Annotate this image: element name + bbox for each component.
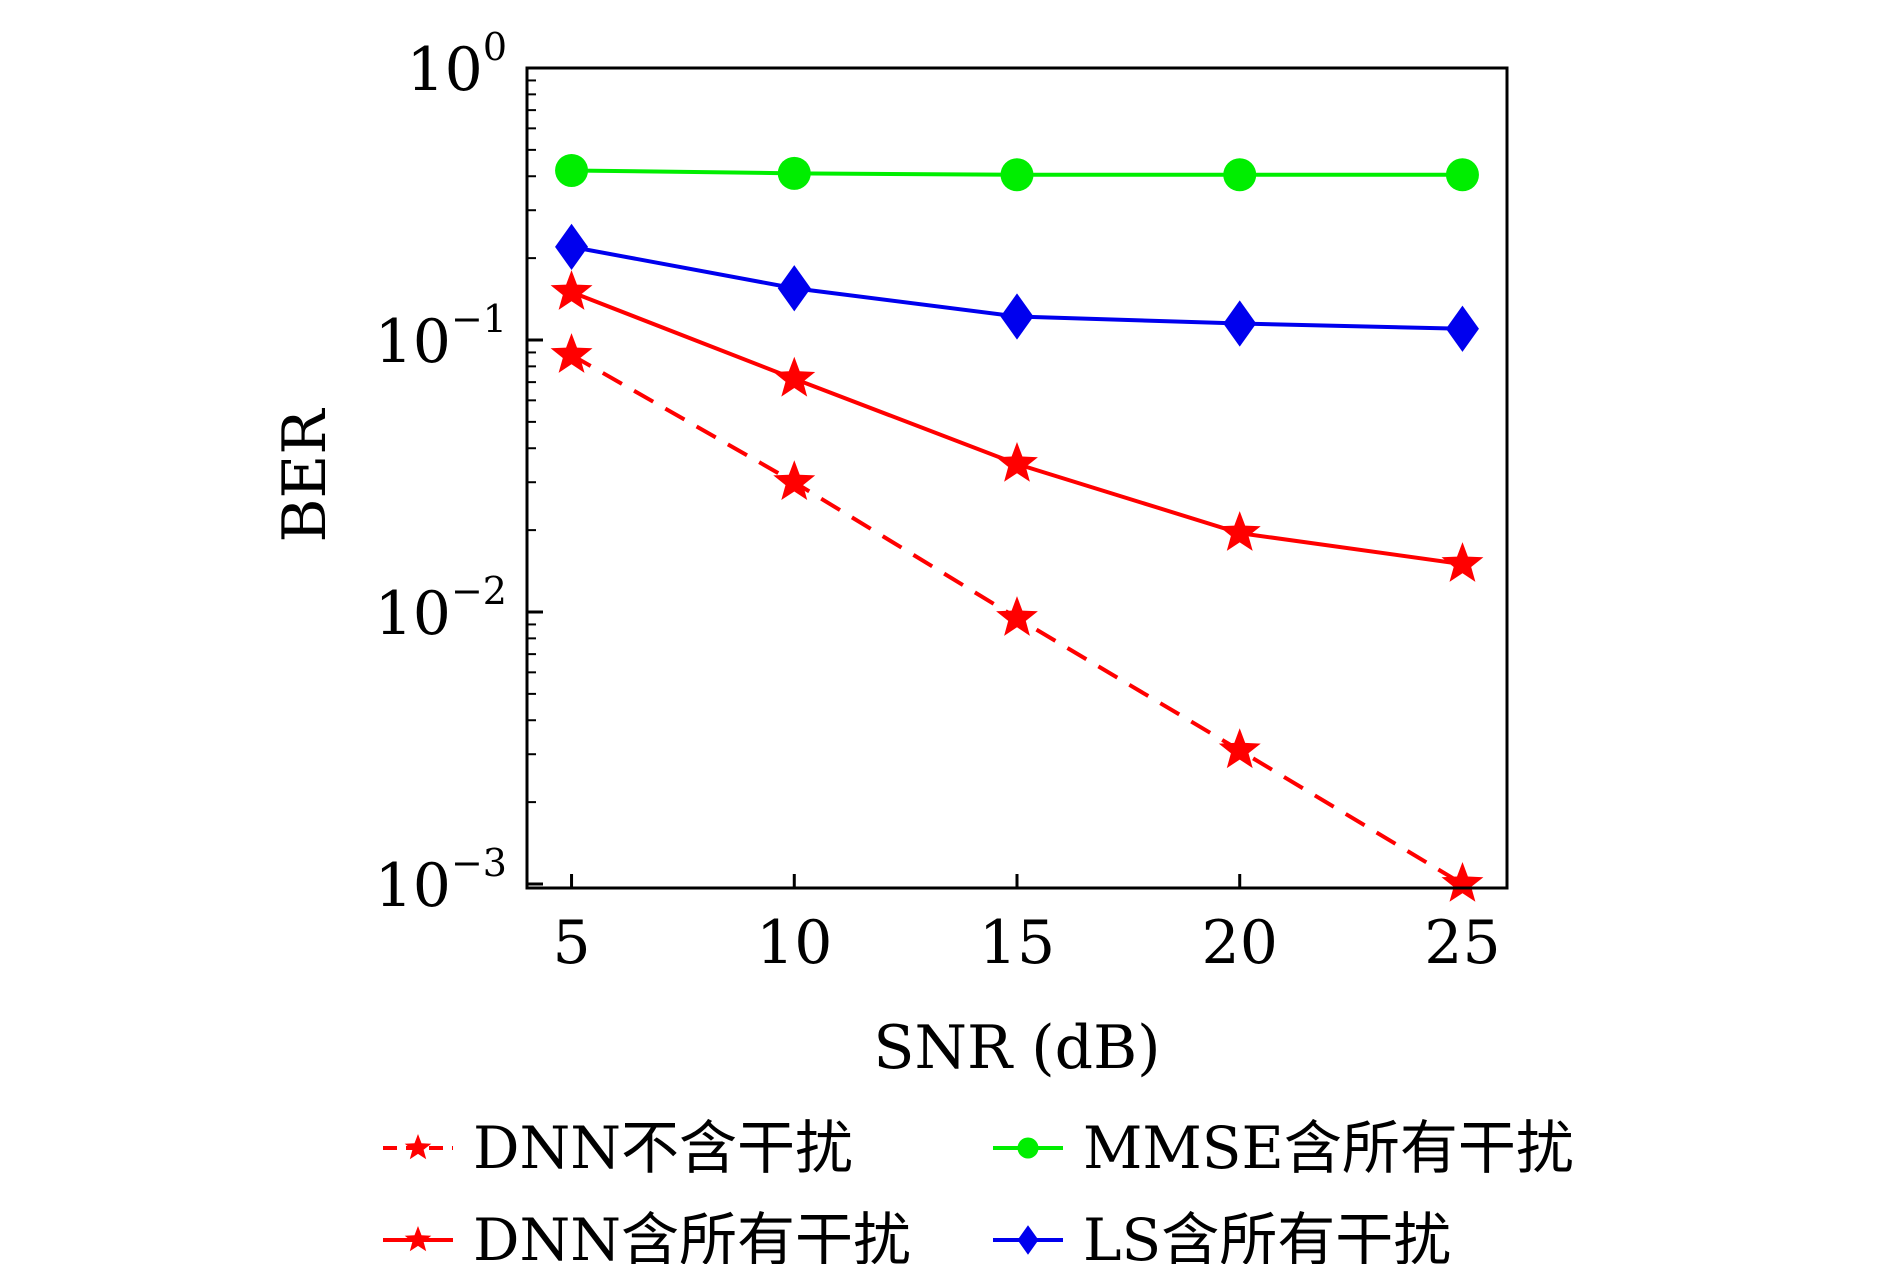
legend-marker [404, 1134, 432, 1160]
data-point [555, 153, 589, 187]
data-point [1223, 158, 1257, 192]
tick-layer [527, 66, 1464, 888]
legend-label: MMSE含所有干扰 [1083, 1114, 1574, 1182]
legend-item: MMSE含所有干扰 [993, 1114, 1574, 1182]
series-0 [550, 333, 1484, 902]
data-point [550, 270, 593, 310]
data-point [773, 356, 816, 397]
data-point [996, 442, 1038, 482]
series-3 [555, 223, 1479, 352]
legend-item: DNN含所有干扰 [383, 1206, 911, 1269]
legend-label: LS含所有干扰 [1083, 1206, 1451, 1264]
series-2 [550, 270, 1484, 582]
data-point [1445, 158, 1479, 192]
legend-item: LS含所有干扰 [993, 1206, 1451, 1269]
x-tick-label: 10 [756, 908, 832, 978]
data-point [1445, 305, 1479, 352]
x-tick-label: 15 [979, 908, 1055, 978]
y-tick-label: 10−3 [375, 841, 507, 921]
data-point [777, 156, 811, 190]
y-tick-label: 10−2 [375, 569, 507, 649]
label-layer: SNR (dB) BER 5 10 15 20 25 100 10−1 10−2 10−3 [270, 25, 1501, 1083]
y-tick-label: 100 [406, 25, 507, 105]
data-point [773, 460, 816, 500]
data-point [1441, 862, 1484, 902]
y-tick-label: 10−1 [375, 297, 507, 377]
x-axis-title: SNR (dB) [873, 1013, 1160, 1083]
data-point [1218, 511, 1261, 551]
y-axis-title: BER [270, 408, 340, 543]
x-tick-label: 20 [1202, 908, 1278, 978]
data-point [996, 596, 1038, 636]
data-point [555, 223, 589, 270]
series-1 [555, 153, 1479, 192]
data-point [1223, 300, 1257, 347]
data-point [1218, 728, 1261, 769]
legend-marker [1017, 1225, 1039, 1255]
x-tick-label: 5 [552, 908, 590, 978]
legend-label: DNN含所有干扰 [473, 1206, 911, 1264]
legend-marker [1017, 1137, 1039, 1159]
data-point [1000, 293, 1034, 340]
series-layer [550, 153, 1484, 902]
data-point [550, 333, 593, 373]
legend: DNN不含干扰 MMSE含所有干扰 DNN含所有干扰 LS含所有干扰 [383, 1114, 1574, 1269]
plot-frame [525, 66, 1509, 890]
data-point [777, 265, 811, 312]
legend-marker [404, 1226, 432, 1252]
legend-label: DNN不含干扰 [473, 1114, 853, 1182]
legend-item: DNN不含干扰 [383, 1114, 853, 1182]
data-point [1441, 542, 1484, 582]
data-point [1000, 158, 1034, 192]
x-tick-label: 25 [1424, 908, 1500, 978]
